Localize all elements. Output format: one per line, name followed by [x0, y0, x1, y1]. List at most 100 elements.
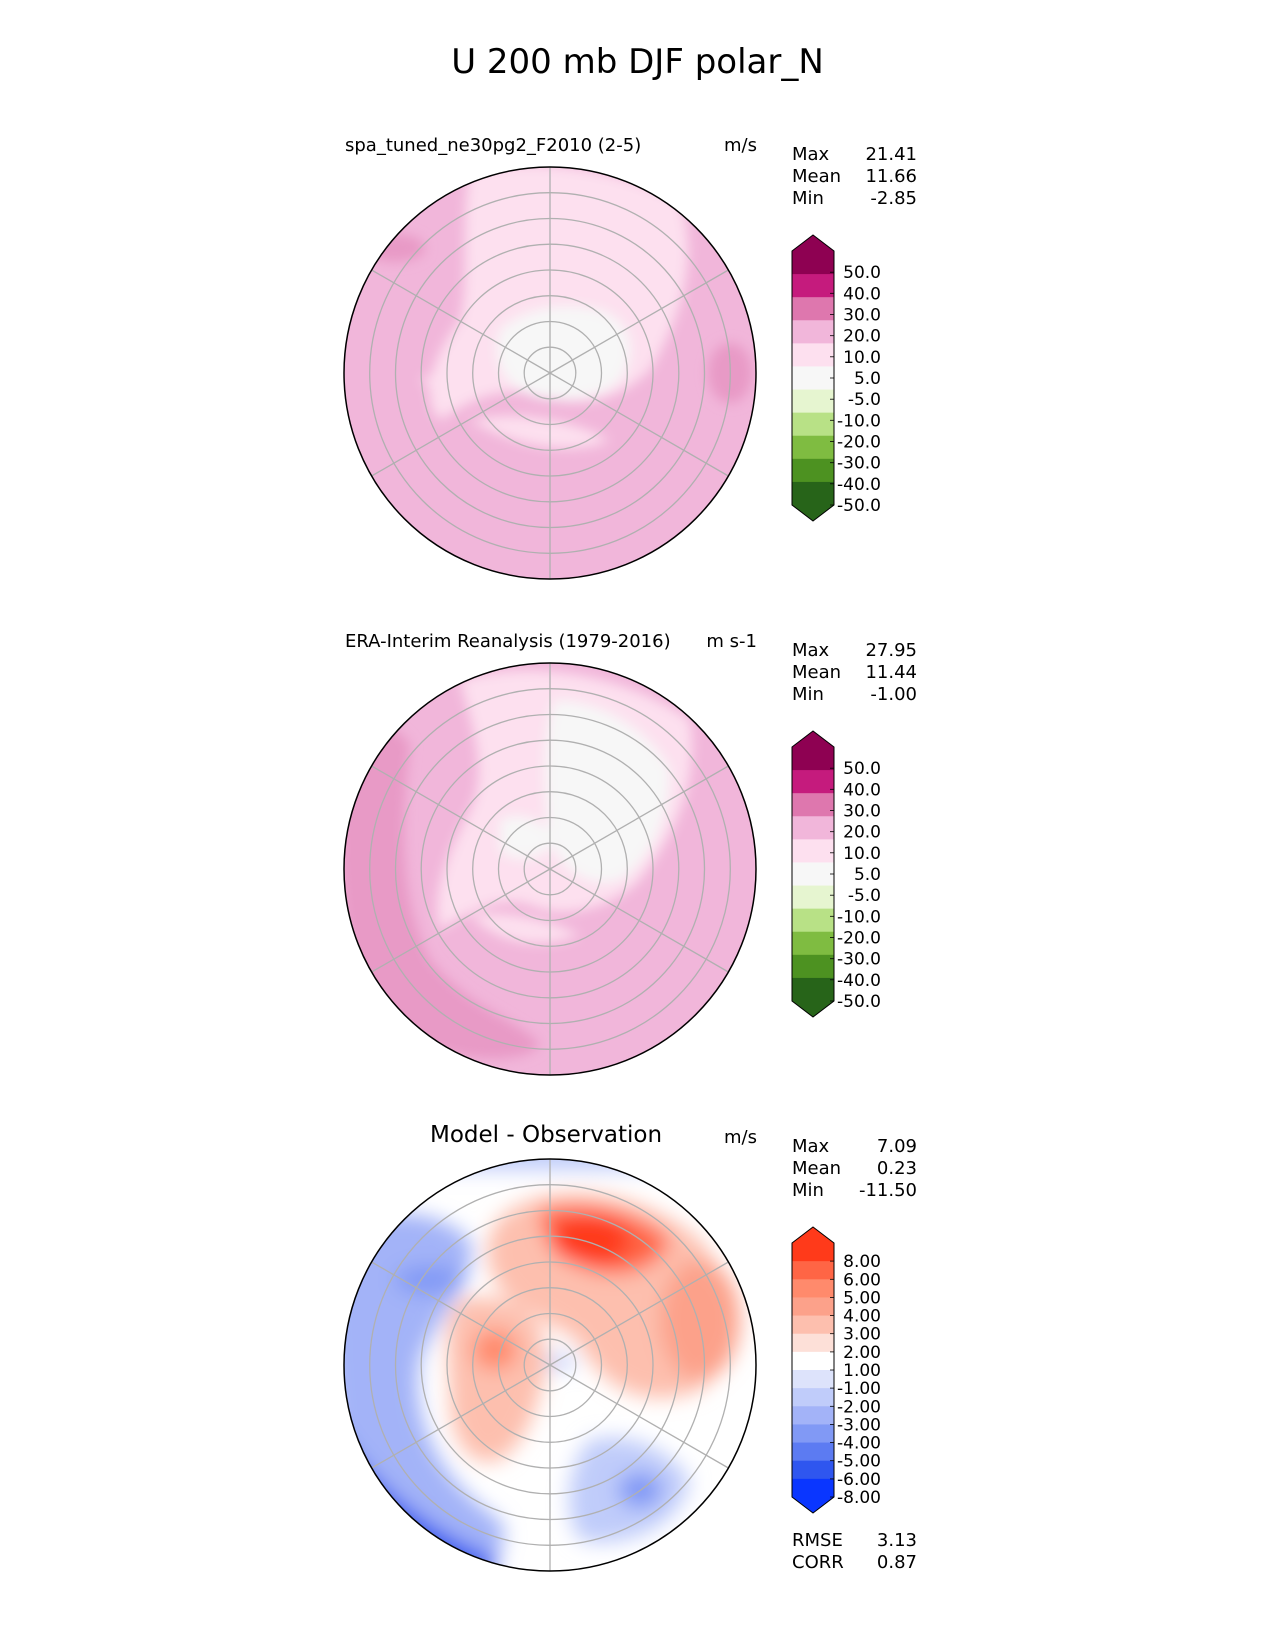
colorbar-tick-label: -6.00: [837, 1470, 881, 1490]
panel3-max-value: 7.09: [876, 1136, 917, 1157]
colorbar-segment: [792, 954, 834, 979]
panel2-meridian: [371, 765, 551, 870]
colorbar-segment: [792, 747, 834, 771]
colorbar-tick-label: -20.0: [837, 929, 881, 949]
colorbar-extend-max: [792, 1227, 834, 1243]
panel2-title: ERA-Interim Reanalysis (1979-2016): [345, 631, 671, 652]
colorbar-tick-label: 5.0: [854, 369, 881, 389]
panel2-meridian: [549, 868, 729, 973]
colorbar-tick-label: -5.00: [837, 1452, 881, 1472]
panel2-mean-value: 11.44: [865, 662, 917, 683]
colorbar-tick-label: -10.0: [837, 907, 881, 927]
colorbar-tick-label: 50.0: [843, 263, 881, 283]
panel3-min-value: -11.50: [858, 1180, 917, 1201]
colorbar-segment: [792, 343, 834, 367]
colorbar-segment: [792, 320, 834, 344]
panel1-min-value: -2.85: [870, 188, 917, 209]
colorbar-segment: [792, 1243, 834, 1262]
colorbar-tick-label: -30.0: [837, 950, 881, 970]
colorbar-tick-label: 1.00: [843, 1361, 881, 1381]
panel1-max-value: 21.41: [865, 144, 917, 165]
colorbar-segment: [792, 1297, 834, 1317]
colorbar-tick-label: -5.0: [848, 390, 881, 410]
panel3-meridian: [371, 1364, 551, 1469]
panel2-min-value: -1.00: [870, 684, 917, 705]
colorbar-tick-label: -8.00: [837, 1488, 881, 1508]
panel1-units: m/s: [724, 135, 757, 156]
colorbar-tick-label: -40.0: [837, 971, 881, 991]
colorbar-segment: [792, 1442, 834, 1462]
colorbar-segment: [792, 839, 834, 863]
colorbar-extend-max: [792, 235, 834, 251]
corr-label: CORR: [792, 1552, 844, 1573]
corr-value: 0.87: [876, 1552, 917, 1573]
panel1-title: spa_tuned_ne30pg2_F2010 (2-5): [345, 135, 642, 156]
panel3-metrics: RMSE 3.13 CORR 0.87: [792, 1530, 917, 1574]
colorbar-tick-label: -1.00: [837, 1379, 881, 1399]
panel3-map: [344, 1159, 756, 1571]
colorbar-tick-label: 30.0: [843, 802, 881, 822]
colorbar-tick-label: -4.00: [837, 1434, 881, 1454]
colorbar-segment: [792, 1460, 834, 1480]
figure-title: U 200 mb DJF polar_N: [451, 42, 824, 82]
panel2-map-border: [343, 662, 757, 1076]
colorbar-segment: [792, 908, 834, 933]
colorbar-tick-label: -20.0: [837, 433, 881, 453]
colorbar-tick-label: 3.00: [843, 1325, 881, 1345]
panel1-meridian: [549, 269, 729, 374]
panel3-min-label: Min: [792, 1180, 824, 1201]
colorbar-extend-min: [792, 1001, 834, 1017]
panel3-gridlines: [343, 1158, 757, 1572]
panel1-stats: Max 21.41 Mean 11.66 Min -2.85: [792, 144, 917, 210]
colorbar-tick-label: 5.00: [843, 1288, 881, 1308]
colorbar-segment: [792, 793, 834, 817]
colorbar-tick-label: -40.0: [837, 475, 881, 495]
panel2-max-value: 27.95: [865, 640, 917, 661]
panel3-stats: Max 7.09 Mean 0.23 Min -11.50: [792, 1136, 917, 1202]
panel2-gridlines: [343, 662, 757, 1076]
panel3-meridian: [549, 1364, 729, 1469]
colorbar-segment: [792, 1315, 834, 1335]
colorbar-extend-max: [792, 731, 834, 747]
colorbar-segment: [792, 1388, 834, 1407]
panel2-min-label: Min: [792, 684, 824, 705]
colorbar-segment: [792, 1279, 834, 1298]
colorbar-segment: [792, 366, 834, 391]
colorbar-tick-label: 6.00: [843, 1270, 881, 1290]
rmse-value: 3.13: [876, 1530, 917, 1551]
colorbar-segment: [792, 297, 834, 321]
colorbar-segment: [792, 816, 834, 840]
colorbar-tick-label: 10.0: [843, 844, 881, 864]
colorbar-tick-label: 4.00: [843, 1307, 881, 1327]
colorbar-segment: [792, 1351, 834, 1371]
colorbar-tick-label: -3.00: [837, 1415, 881, 1435]
panel1-colorbar: 50.040.030.020.010.05.0-5.0-10.0-20.0-30…: [791, 234, 881, 522]
panel3-title: Model - Observation: [430, 1122, 663, 1148]
colorbar-segment: [792, 770, 834, 794]
panel3-units: m/s: [724, 1127, 757, 1148]
panel3-field: [344, 1159, 756, 1571]
colorbar-tick-label: 40.0: [843, 780, 881, 800]
colorbar-segment: [792, 481, 834, 506]
colorbar-tick-label: 40.0: [843, 284, 881, 304]
panel1-map-border: [343, 166, 757, 580]
panel1-meridian: [371, 269, 551, 374]
panel3-colorbar: 8.006.005.004.003.002.001.00-1.00-2.00-3…: [791, 1226, 881, 1514]
colorbar-segment: [792, 1424, 834, 1444]
panel2-stats: Max 27.95 Mean 11.44 Min -1.00: [792, 640, 917, 706]
colorbar-tick-label: -50.0: [837, 496, 881, 516]
panel3-mean-value: 0.23: [876, 1158, 917, 1179]
panel1-mean-value: 11.66: [865, 166, 917, 187]
panel1-mean-label: Mean: [792, 166, 842, 187]
colorbar-segment: [792, 251, 834, 275]
colorbar-segment: [792, 885, 834, 910]
panel1-meridian: [549, 372, 729, 477]
colorbar-segment: [792, 412, 834, 437]
colorbar-segment: [792, 1370, 834, 1389]
panel1-min-label: Min: [792, 188, 824, 209]
colorbar-segment: [792, 389, 834, 414]
colorbar-tick-label: 2.00: [843, 1343, 881, 1363]
colorbar-tick-label: 10.0: [843, 348, 881, 368]
panel2-units: m s-1: [706, 631, 757, 652]
